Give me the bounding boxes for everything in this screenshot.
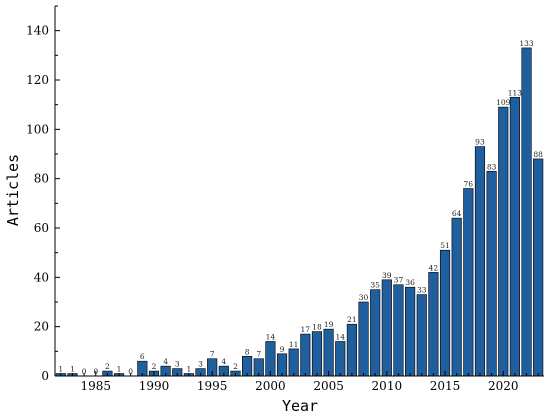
data-label-1998: 8 — [245, 347, 250, 356]
data-label-2005: 19 — [324, 320, 334, 329]
bar-2023 — [533, 158, 544, 377]
bar-2004 — [311, 331, 323, 377]
x-tick-label-1995: 1995 — [197, 379, 228, 393]
data-label-2018: 93 — [475, 138, 485, 147]
data-label-1996: 4 — [221, 357, 226, 366]
data-label-2023: 88 — [533, 150, 543, 159]
x-axis-title: Year — [282, 397, 318, 415]
data-label-1992: 3 — [175, 360, 180, 369]
data-label-1982: 1 — [58, 365, 63, 374]
data-label-2000: 14 — [266, 332, 276, 341]
data-label-1994: 3 — [198, 360, 203, 369]
y-tick-label-60: 60 — [34, 221, 49, 235]
data-label-1986: 2 — [105, 362, 110, 371]
bar-2022 — [521, 47, 532, 377]
data-label-2004: 18 — [312, 323, 322, 332]
bar-2021 — [509, 96, 520, 377]
bar-2008 — [358, 301, 369, 377]
x-tick-label-1990: 1990 — [139, 379, 170, 393]
bar-2000 — [265, 341, 276, 377]
bar-2005 — [323, 328, 334, 377]
y-tick-label-40: 40 — [34, 270, 49, 284]
data-label-1991: 4 — [163, 357, 168, 366]
data-label-1993: 1 — [186, 365, 191, 374]
y-axis-title: Articles — [4, 154, 22, 226]
bar-2019 — [486, 170, 497, 377]
data-label-2003: 17 — [301, 325, 311, 334]
y-tick-label-120: 120 — [26, 73, 49, 87]
x-tick-label-2005: 2005 — [313, 379, 344, 393]
data-label-2016: 64 — [452, 209, 462, 218]
data-label-2017: 76 — [464, 180, 474, 189]
data-label-1997: 2 — [233, 362, 238, 371]
data-label-2020: 109 — [496, 98, 511, 107]
x-tick-label-2010: 2010 — [372, 379, 403, 393]
data-label-1984: 0 — [82, 367, 87, 376]
y-tick-label-100: 100 — [26, 122, 49, 136]
data-label-2019: 83 — [487, 162, 497, 171]
data-label-2014: 42 — [429, 263, 439, 272]
data-label-1983: 1 — [70, 365, 75, 374]
data-label-2021: 113 — [508, 88, 523, 97]
bar-2001 — [276, 353, 288, 377]
bar-2002 — [288, 348, 299, 377]
data-label-2010: 39 — [382, 271, 392, 280]
bar-2020 — [498, 106, 509, 377]
data-label-2022: 133 — [519, 39, 534, 48]
bar-2013 — [416, 294, 427, 377]
x-tick-label-2000: 2000 — [255, 379, 286, 393]
bar-2009 — [370, 289, 381, 377]
x-tick-label-1985: 1985 — [80, 379, 111, 393]
data-label-1995: 7 — [210, 350, 215, 359]
x-tick-label-2015: 2015 — [430, 379, 461, 393]
bar-2017 — [463, 188, 474, 377]
bar-2003 — [300, 333, 311, 377]
bar-2018 — [474, 146, 486, 377]
data-label-2013: 33 — [417, 286, 427, 295]
data-label-2012: 36 — [405, 278, 415, 287]
data-label-1988: 0 — [128, 367, 133, 376]
bar-2006 — [335, 341, 346, 377]
data-label-1990: 2 — [152, 362, 157, 371]
data-label-1999: 7 — [256, 350, 261, 359]
bar-2010 — [381, 279, 392, 377]
data-label-2009: 35 — [370, 281, 380, 290]
bar-2016 — [451, 217, 462, 377]
y-tick-label-0: 0 — [41, 369, 49, 383]
data-label-2002: 11 — [289, 340, 299, 349]
data-label-1987: 1 — [117, 365, 122, 374]
bar-2014 — [428, 272, 439, 377]
data-label-2007: 21 — [347, 315, 357, 324]
y-tick-label-140: 140 — [26, 24, 49, 38]
bar-2011 — [393, 284, 404, 377]
data-label-1989: 6 — [140, 352, 145, 361]
y-tick-label-20: 20 — [34, 320, 49, 334]
data-label-2008: 30 — [359, 293, 369, 302]
data-label-2015: 51 — [440, 241, 450, 250]
bar-2015 — [439, 249, 451, 377]
data-label-2006: 14 — [335, 332, 345, 341]
y-tick-label-80: 80 — [34, 172, 49, 186]
bar-2007 — [346, 323, 357, 377]
bar-2012 — [405, 286, 416, 377]
bars-layer — [55, 47, 544, 377]
data-label-2011: 37 — [394, 276, 404, 285]
x-tick-label-2020: 2020 — [488, 379, 519, 393]
data-label-2001: 9 — [280, 345, 285, 354]
